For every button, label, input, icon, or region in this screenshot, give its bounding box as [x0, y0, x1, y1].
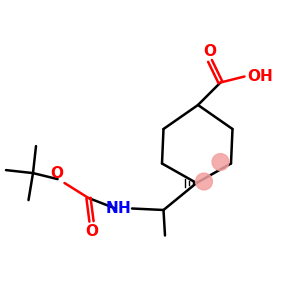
Circle shape: [196, 173, 212, 190]
Circle shape: [212, 154, 229, 170]
Text: O: O: [203, 44, 217, 59]
Text: O: O: [50, 166, 63, 181]
Text: H: H: [118, 201, 130, 216]
Text: N: N: [106, 201, 119, 216]
Text: OH: OH: [247, 69, 273, 84]
Text: O: O: [85, 224, 98, 239]
